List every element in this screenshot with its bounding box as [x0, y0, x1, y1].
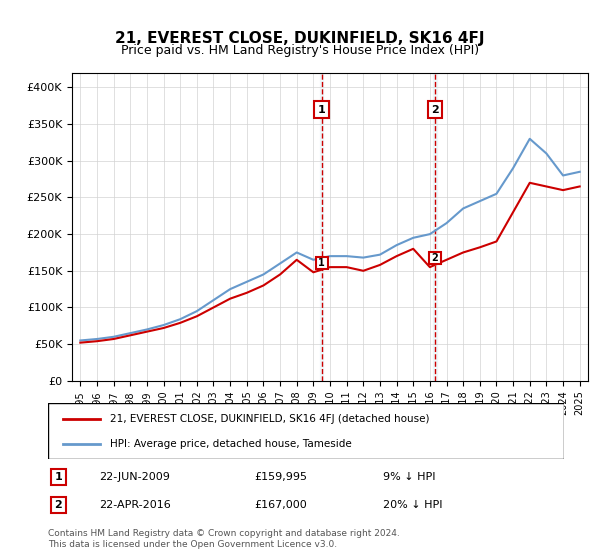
- Text: 2: 2: [55, 500, 62, 510]
- Text: 2: 2: [431, 253, 438, 263]
- Text: 1: 1: [55, 472, 62, 482]
- Text: Price paid vs. HM Land Registry's House Price Index (HPI): Price paid vs. HM Land Registry's House …: [121, 44, 479, 57]
- Text: 2: 2: [431, 105, 439, 115]
- Text: £159,995: £159,995: [254, 472, 307, 482]
- Text: 9% ↓ HPI: 9% ↓ HPI: [383, 472, 436, 482]
- Text: 22-APR-2016: 22-APR-2016: [100, 500, 172, 510]
- Text: 21, EVEREST CLOSE, DUKINFIELD, SK16 4FJ (detached house): 21, EVEREST CLOSE, DUKINFIELD, SK16 4FJ …: [110, 414, 430, 424]
- Text: 21, EVEREST CLOSE, DUKINFIELD, SK16 4FJ: 21, EVEREST CLOSE, DUKINFIELD, SK16 4FJ: [115, 31, 485, 46]
- Text: HPI: Average price, detached house, Tameside: HPI: Average price, detached house, Tame…: [110, 438, 352, 449]
- Text: Contains HM Land Registry data © Crown copyright and database right 2024.
This d: Contains HM Land Registry data © Crown c…: [48, 529, 400, 549]
- Text: 22-JUN-2009: 22-JUN-2009: [100, 472, 170, 482]
- FancyBboxPatch shape: [48, 403, 564, 459]
- Bar: [433, 73, 437, 381]
- Text: 20% ↓ HPI: 20% ↓ HPI: [383, 500, 443, 510]
- Text: £167,000: £167,000: [254, 500, 307, 510]
- Text: 1: 1: [319, 259, 325, 268]
- Text: 1: 1: [318, 105, 326, 115]
- Bar: [320, 73, 323, 381]
